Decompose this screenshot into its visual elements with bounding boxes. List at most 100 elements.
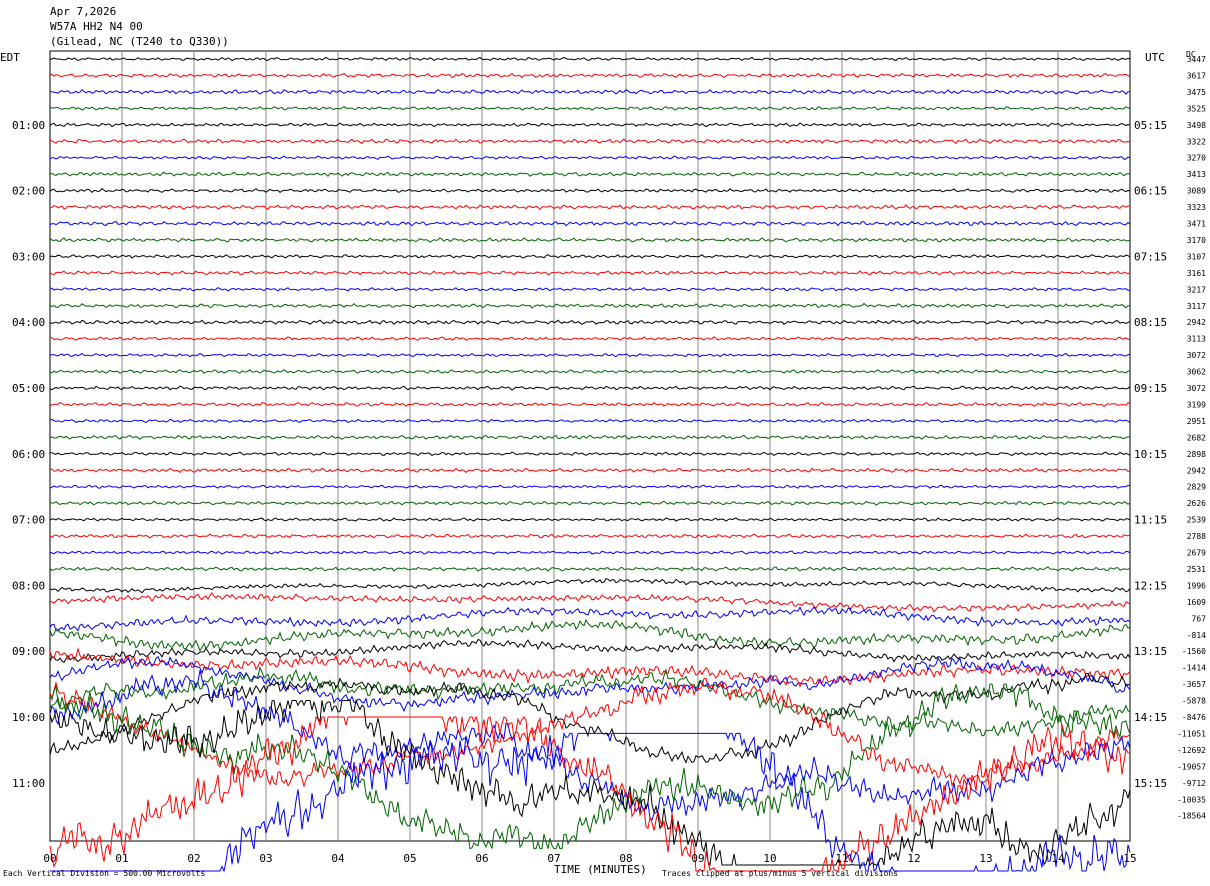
trace-line-16	[49, 302, 1131, 309]
dc-offset-label: 3471	[1187, 220, 1206, 229]
x-axis-title: TIME (MINUTES)	[554, 863, 647, 876]
utc-hour-label: 06:15	[1134, 185, 1167, 198]
trace-line-39	[49, 655, 1131, 713]
x-tick-label: 09	[691, 852, 704, 865]
trace-line-25	[49, 451, 1131, 457]
x-tick-label: 13	[979, 852, 992, 865]
trace-line-21	[49, 385, 1131, 391]
trace-line-7	[49, 155, 1131, 160]
dc-offset-label: 3217	[1187, 285, 1206, 294]
x-tick-label: 05	[403, 852, 416, 865]
dc-offset-label: -1414	[1182, 664, 1206, 673]
dc-offset-label: 2942	[1187, 466, 1206, 475]
trace-line-42	[49, 677, 1131, 788]
dc-offset-label: -19057	[1177, 762, 1206, 771]
x-tick-label: 02	[187, 852, 200, 865]
x-tick-label: 01	[115, 852, 128, 865]
dc-offset-label: 3113	[1187, 335, 1206, 344]
trace-line-4	[49, 105, 1131, 111]
trace-line-8	[49, 171, 1131, 177]
trace-line-35	[49, 606, 1131, 632]
dc-offset-label: -12692	[1177, 746, 1206, 755]
trace-line-31	[49, 550, 1131, 555]
dc-offset-label: 3617	[1187, 71, 1206, 80]
dc-offset-label: 2942	[1187, 318, 1206, 327]
dc-offset-label: -10035	[1177, 795, 1206, 804]
x-tick-label: 04	[331, 852, 345, 865]
x-tick-label: 08	[619, 852, 632, 865]
utc-hour-label: 14:15	[1134, 711, 1167, 724]
edt-hour-label: 11:00	[12, 777, 45, 790]
dc-offset-label: 3475	[1187, 88, 1206, 97]
edt-hour-label: 06:00	[12, 448, 45, 461]
x-tick-label: 14	[1051, 852, 1065, 865]
dc-offset-label: 1996	[1187, 581, 1206, 590]
dc-offset-label: 3199	[1187, 400, 1206, 409]
trace-line-46	[49, 715, 1131, 872]
edt-hour-label: 10:00	[12, 711, 45, 724]
trace-line-22	[49, 401, 1131, 408]
edt-hour-label: 03:00	[12, 250, 45, 263]
dc-offset-label: -814	[1187, 631, 1206, 640]
trace-line-13	[49, 254, 1131, 259]
x-tick-label: 12	[907, 852, 920, 865]
dc-offset-label: 3072	[1187, 384, 1206, 393]
trace-line-33	[49, 577, 1131, 594]
edt-hour-label: 01:00	[12, 119, 45, 132]
trace-line-27	[49, 484, 1131, 489]
dc-offset-label: 2788	[1187, 532, 1206, 541]
dc-offset-label: 3107	[1187, 252, 1206, 261]
dc-offset-label: 2682	[1187, 433, 1206, 442]
trace-line-45	[49, 698, 1131, 867]
dc-offset-label: 3117	[1187, 302, 1206, 311]
trace-line-1	[49, 56, 1131, 62]
hour-labels: 01:00 02:00 03:00 04:00 05:00 06:00 07:00 08:00…	[12, 119, 1167, 790]
utc-hour-label: 05:15	[1134, 119, 1167, 132]
trace-line-14	[49, 270, 1131, 276]
dc-offset-label: 3089	[1187, 187, 1206, 196]
dc-offset-label: 3322	[1187, 137, 1206, 146]
x-tick-label: 06	[475, 852, 488, 865]
station-id: W57A HH2 N4 00	[50, 20, 143, 33]
trace-line-37	[49, 639, 1131, 664]
edt-hour-label: 05:00	[12, 382, 45, 395]
edt-axis-label: EDT	[0, 51, 20, 64]
dc-offset-label: 3062	[1187, 368, 1206, 377]
dc-offset-label: 2626	[1187, 499, 1206, 508]
dc-offset-label: 2898	[1187, 450, 1206, 459]
utc-hour-label: 09:15	[1134, 382, 1167, 395]
trace-lines	[49, 56, 1131, 873]
dc-offset-label: -18564	[1177, 812, 1206, 821]
utc-axis-label: UTC	[1145, 51, 1165, 64]
trace-line-17	[49, 319, 1131, 326]
trace-line-36	[49, 618, 1131, 652]
edt-hour-label: 08:00	[12, 579, 45, 592]
scale-note: Each Vertical Division = 500.00 Microvol…	[3, 869, 205, 878]
dc-offset-label: -9712	[1182, 779, 1206, 788]
dc-offset-label: -1560	[1182, 647, 1206, 656]
utc-hour-label: 11:15	[1134, 514, 1167, 527]
dc-offset-label: -11051	[1177, 729, 1206, 738]
edt-hour-label: 02:00	[12, 185, 45, 198]
station-location: (Gilead, NC (T240 to Q330))	[50, 35, 229, 48]
trace-line-32	[49, 566, 1131, 572]
clip-note: Traces clipped at plus/minus 5 vertical …	[662, 869, 898, 878]
utc-hour-label: 10:15	[1134, 448, 1167, 461]
dc-offset-label: 3170	[1187, 236, 1206, 245]
dc-offset-label: 3498	[1187, 121, 1206, 130]
trace-line-38	[49, 647, 1131, 688]
dc-offset-label: -5878	[1182, 697, 1206, 706]
dc-offset-label: 2829	[1187, 483, 1206, 492]
edt-hour-label: 09:00	[12, 645, 45, 658]
trace-line-15	[49, 287, 1131, 292]
trace-line-26	[49, 467, 1130, 474]
dc-label: DC	[1186, 50, 1196, 59]
dc-offset-label: -3657	[1182, 680, 1206, 689]
trace-line-5	[49, 122, 1131, 128]
trace-line-10	[49, 204, 1131, 211]
dc-offset-label: 3161	[1187, 269, 1206, 278]
dc-offset-label: 2531	[1187, 565, 1206, 574]
trace-line-44	[49, 682, 1131, 850]
dc-offset-label: 3413	[1187, 170, 1206, 179]
trace-line-12	[49, 237, 1131, 243]
